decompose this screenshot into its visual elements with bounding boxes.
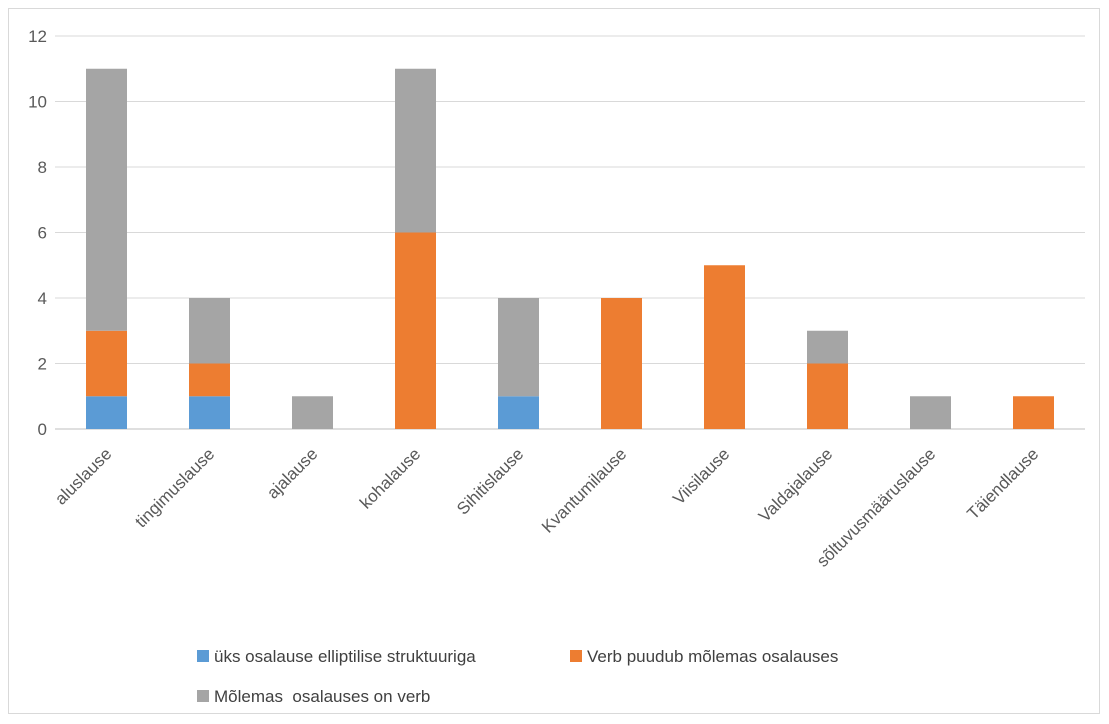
y-tick-label: 8	[38, 158, 47, 177]
y-tick-label: 0	[38, 420, 47, 439]
bar-segment	[807, 363, 848, 429]
bar-segment	[189, 363, 230, 397]
x-tick-label: kohalause	[356, 444, 424, 512]
bar-segment	[395, 232, 436, 429]
x-tick-label: Kvantumilause	[538, 444, 630, 536]
x-tick-label: sõltuvusmääruslause	[813, 444, 939, 570]
x-tick-label: ajalause	[263, 444, 321, 502]
bar-segment	[86, 396, 127, 429]
bars	[86, 68, 1054, 429]
y-tick-label: 4	[38, 289, 47, 308]
legend: üks osalause elliptilise struktuuriga Ver…	[197, 647, 838, 706]
legend-swatch	[197, 650, 209, 662]
legend-label: üks osalause elliptilise struktuuriga	[214, 647, 476, 666]
bar-segment	[498, 298, 539, 397]
bar-segment	[86, 68, 127, 331]
x-axis-ticks: aluslause tingimuslause ajalause kohalause S…	[51, 444, 1042, 570]
chart-frame: 0 2 4 6 8 10 12 aluslause tingimuslause ajalause…	[8, 8, 1100, 714]
x-tick-label: Valdajalause	[755, 444, 836, 525]
bar-segment	[86, 330, 127, 397]
legend-swatch	[570, 650, 582, 662]
bar-segment	[498, 396, 539, 429]
bar-segment	[1013, 396, 1054, 429]
bar-segment	[704, 265, 745, 429]
y-axis-ticks: 0 2 4 6 8 10 12	[28, 27, 47, 439]
x-tick-label: Sihitislause	[453, 444, 527, 518]
stacked-bar-chart: 0 2 4 6 8 10 12 aluslause tingimuslause ajalause…	[28, 27, 1085, 706]
bar-segment	[189, 298, 230, 364]
x-tick-label: tingimuslause	[131, 444, 218, 531]
x-tick-label: aluslause	[51, 444, 115, 508]
bar-segment	[189, 396, 230, 429]
y-tick-label: 12	[28, 27, 47, 46]
x-tick-label: Viisilause	[669, 444, 733, 508]
bar-segment	[807, 330, 848, 364]
legend-swatch	[197, 690, 209, 702]
x-tick-label: Täiendlause	[963, 444, 1042, 523]
bar-segment	[395, 68, 436, 233]
y-tick-label: 6	[38, 224, 47, 243]
legend-label: Verb puudub mõlemas osalauses	[587, 647, 838, 666]
y-tick-label: 10	[28, 93, 47, 112]
bar-segment	[910, 396, 951, 429]
y-tick-label: 2	[38, 355, 47, 374]
bar-segment	[601, 298, 642, 429]
legend-label: Mõlemas osalauses on verb	[214, 687, 430, 706]
bar-segment	[292, 396, 333, 429]
